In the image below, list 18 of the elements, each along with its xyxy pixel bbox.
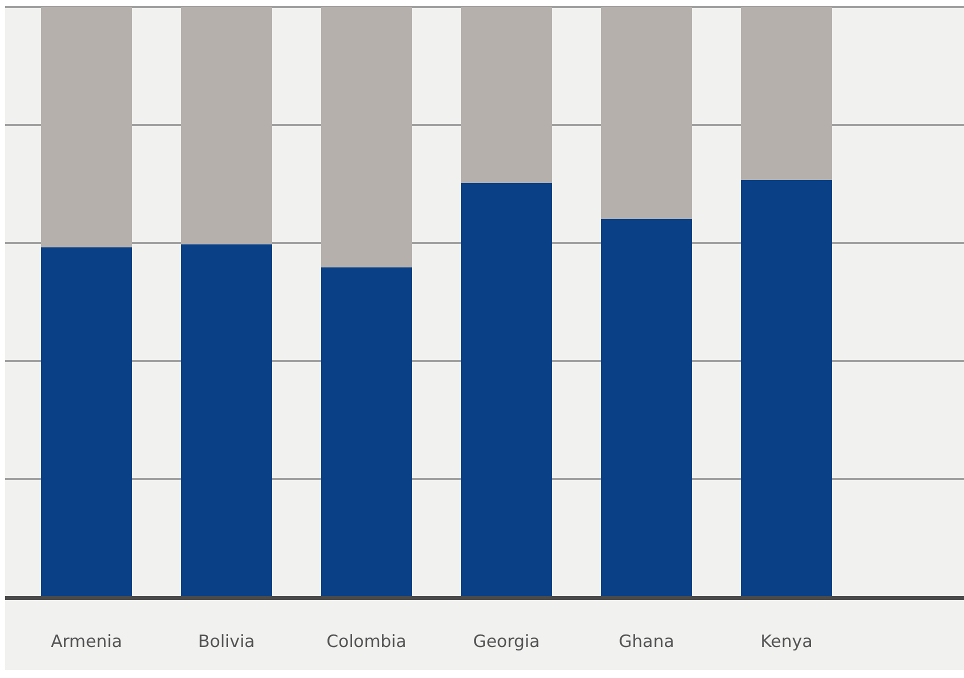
bar (321, 267, 412, 597)
bar (741, 7, 832, 180)
bar (601, 7, 692, 219)
bar (741, 180, 832, 597)
x-tick-label: Bolivia (198, 632, 255, 652)
x-tick-label: Georgia (473, 632, 540, 652)
x-tick-label: Kenya (760, 632, 813, 652)
bar (181, 244, 272, 597)
x-tick-label: Armenia (50, 632, 122, 652)
bar (41, 247, 132, 597)
bar (601, 218, 692, 597)
bar (181, 7, 272, 244)
bar (461, 7, 552, 183)
bar (461, 182, 552, 597)
x-tick-label: Colombia (326, 632, 406, 652)
x-tick-label: Ghana (618, 632, 674, 652)
bar (321, 7, 412, 268)
bar (41, 7, 132, 248)
